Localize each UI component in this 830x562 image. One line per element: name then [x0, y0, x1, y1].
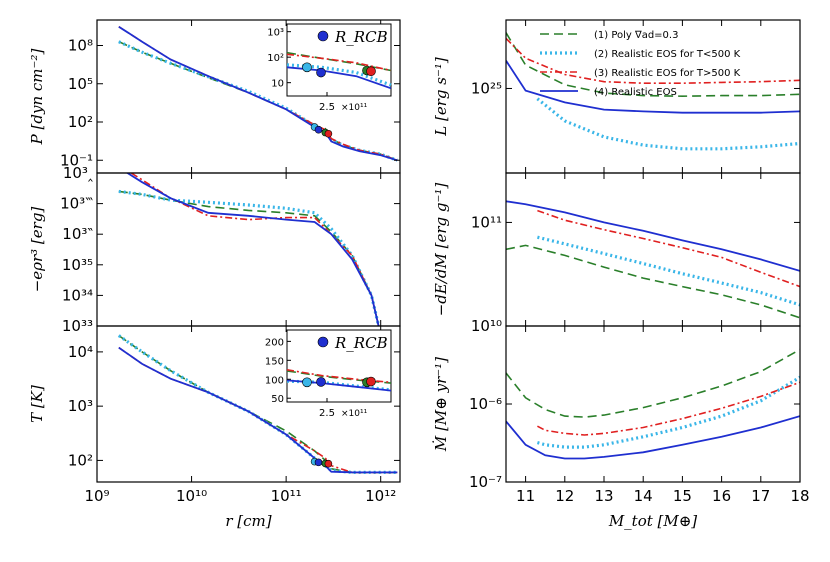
ytick-label-E: 10³‸ — [63, 164, 93, 182]
xtick-label-T: 10⁹ — [84, 487, 109, 505]
ytick-label-E: 10³‷ — [60, 195, 93, 213]
panel-Mdot: 10⁻⁷ 10⁻⁶ 11 12 13 14 15 16 17 18 M_tot [M⊕] Ṁ [M⊕ … — [432, 325, 810, 530]
ytick-label-L: 10²⁵ — [471, 79, 502, 97]
ytick-label-T: 10² — [68, 451, 93, 469]
ytick-label-E: 10³³ — [62, 317, 93, 335]
inset-marker-lowT-T — [302, 377, 312, 388]
legend-label-lowT: (2) Realistic EOS for T<500 K — [594, 49, 741, 60]
inset-ytick-label: 200 — [265, 337, 284, 348]
inset-ytick-label: 150 — [265, 356, 284, 367]
ytick-label-E: 10³⁵ — [62, 256, 93, 274]
inset-legend-marker — [317, 30, 329, 42]
ytick-label-P: 10⁵ — [68, 75, 93, 93]
series-real-T — [118, 346, 398, 474]
panel-T: 10² 10³ 10⁴ 10⁹ 10¹⁰ 10¹¹ 10¹² r [cm] T [K] R_RCB… — [28, 325, 401, 530]
legend-label-real: (4) Realistic EOS — [594, 87, 677, 98]
inset-P: R_RCB 10 10² 10³ 2.5 ×10¹¹ — [267, 23, 392, 113]
rcb-marker-real-P — [314, 125, 323, 134]
series-real-Mdot — [506, 415, 800, 460]
ytick-label-dEdM: 10¹¹ — [471, 213, 502, 231]
series-highT-Mdot — [537, 381, 800, 436]
panel-E: 10³³ 10³⁴ 10³⁵ 10³‶ 10³‷ 10³‸ −eρr³ [erg] — [28, 164, 401, 335]
inset-label: R_RCB — [334, 334, 388, 352]
series-real-dEdM — [506, 200, 800, 272]
inset-offset-text: ×10¹¹ — [341, 409, 368, 419]
panel-dEdM: 10¹⁰ 10¹¹ −dE/dM [erg g⁻¹] — [432, 172, 801, 335]
axes-frame-T — [96, 325, 401, 483]
ytick-label-E: 10³⁴ — [62, 286, 93, 304]
ytick-label-dEdM: 10¹⁰ — [471, 317, 502, 335]
inset-marker-highT-T — [366, 376, 376, 387]
inset-ytick-label: 100 — [265, 375, 284, 386]
inset-ytick-label: 10³ — [267, 28, 284, 39]
inset-ytick-label: 50 — [271, 394, 284, 405]
series-real-E — [125, 173, 380, 326]
inset-ytick-label: 10² — [267, 53, 284, 64]
ylabel-T: T [K] — [28, 385, 46, 423]
inset-xtick-label: 2.5 — [319, 408, 335, 419]
ytick-label-P: 10² — [68, 113, 93, 131]
ylabel-E: −eρr³ [erg] — [28, 207, 46, 293]
legend-label-highT: (3) Realistic EOS for T>500 K — [594, 68, 741, 79]
panel-P: 10⁻¹ 10² 10⁵ 10⁸ P [dyn cm⁻²] R_RCB 10 10² 10³ 2.… — [28, 19, 401, 174]
ytick-label-Mdot: 10⁻⁶ — [469, 395, 502, 413]
xtick-label-Mdot: 16 — [712, 487, 731, 505]
series-real-L — [506, 60, 800, 114]
axes-frame-Mdot — [505, 325, 801, 483]
ylabel-P: P [dyn cm⁻²] — [28, 49, 46, 146]
inset-label: R_RCB — [334, 28, 388, 46]
series-lowT-E — [118, 189, 381, 326]
xtick-label-T: 10¹¹ — [271, 487, 302, 505]
ytick-label-P: 10⁻¹ — [60, 151, 93, 169]
panel-L: 10²⁵ L [erg s⁻¹] (1) Poly ∇ad=0.3 (2) Reali… — [432, 19, 801, 174]
inset-marker-highT-P — [366, 66, 376, 77]
ylabel-Mdot: Ṁ [M⊕ yr⁻¹] — [432, 357, 450, 452]
series-highT-dEdM — [537, 209, 800, 288]
rcb-marker-highT-T — [324, 459, 333, 468]
ylabel-L: L [erg s⁻¹] — [432, 57, 450, 137]
rcb-marker-highT-P — [324, 129, 333, 138]
ylabel-dEdM: −dE/dM [erg g⁻¹] — [432, 183, 450, 317]
inset-xtick-label: 2.5 — [319, 102, 335, 113]
xtick-label-Mdot: 17 — [751, 487, 770, 505]
xtick-label-T: 10¹² — [365, 487, 396, 505]
xlabel-T: r [cm] — [225, 512, 271, 530]
inset-marker-real-T — [316, 377, 326, 387]
xtick-label-Mdot: 14 — [634, 487, 653, 505]
inset-series-highT-T — [286, 369, 392, 384]
legend: (1) Poly ∇ad=0.3 (2) Realistic EOS for T<… — [540, 30, 741, 98]
series-poly-dEdM — [506, 244, 800, 319]
axes-frame-E — [96, 172, 401, 327]
ytick-label-T: 10³ — [68, 397, 93, 415]
rcb-marker-real-T — [314, 458, 323, 467]
inset-T: R_RCB 50 100 150 200 2.5 ×10¹¹ — [265, 329, 392, 419]
series-poly-Mdot — [506, 348, 800, 418]
xtick-label-T: 10¹⁰ — [176, 487, 207, 505]
series-poly-E — [118, 190, 380, 326]
inset-ytick-label: 10 — [271, 79, 284, 90]
inset-offset-text: ×10¹¹ — [341, 103, 368, 113]
legend-label-poly: (1) Poly ∇ad=0.3 — [594, 30, 678, 41]
inset-marker-real-P — [316, 67, 326, 78]
xtick-label-Mdot: 18 — [790, 487, 809, 505]
series-lowT-dEdM — [537, 235, 800, 307]
xlabel-Mdot: M_tot [M⊕] — [608, 512, 697, 530]
inset-marker-lowT-P — [302, 62, 312, 73]
inset-series-highT-P — [286, 53, 392, 72]
series-lowT-L — [536, 97, 800, 151]
series-poly-L — [506, 32, 800, 98]
ytick-label-Mdot: 10⁻⁷ — [469, 473, 502, 491]
xtick-label-Mdot: 15 — [673, 487, 692, 505]
ytick-label-P: 10⁸ — [68, 37, 93, 55]
ytick-label-E: 10³‶ — [62, 225, 93, 243]
xtick-label-Mdot: 11 — [516, 487, 535, 505]
xtick-label-Mdot: 13 — [594, 487, 613, 505]
xtick-label-Mdot: 12 — [555, 487, 574, 505]
ytick-label-T: 10⁴ — [68, 343, 93, 361]
series-lowT-Mdot — [536, 375, 800, 449]
inset-legend-marker — [317, 336, 329, 348]
